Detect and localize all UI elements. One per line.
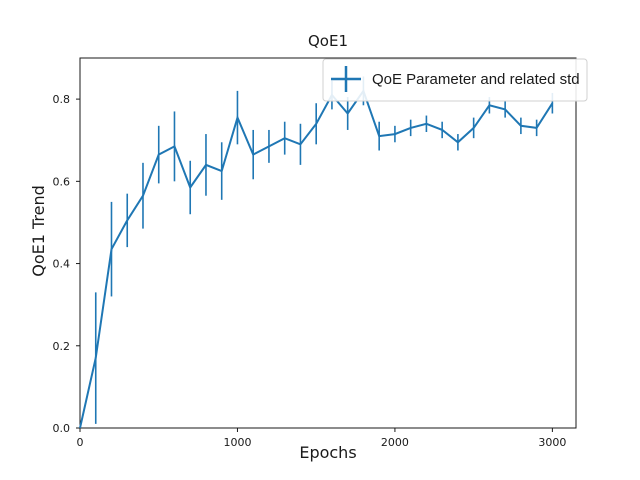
- legend-label: QoE Parameter and related std: [372, 71, 580, 88]
- x-axis-ticks: 0 1000 2000 3000: [77, 428, 566, 449]
- x-tick-label: 2000: [381, 436, 409, 449]
- y-tick-label: 0.6: [53, 175, 71, 188]
- error-bars: [94, 76, 554, 424]
- y-tick-label: 0.4: [53, 258, 71, 271]
- legend-box: [322, 58, 588, 102]
- x-tick-label: 3000: [538, 436, 566, 449]
- legend: QoE Parameter and related std: [322, 58, 588, 102]
- x-tick-label: 0: [77, 436, 84, 449]
- y-axis-ticks: 0.0 0.2 0.4 0.6 0.8: [53, 93, 80, 435]
- y-tick-label: 0.2: [53, 340, 71, 353]
- plot-area: [79, 57, 577, 429]
- y-axis-label: QoE1 Trend: [29, 185, 48, 277]
- y-tick-label: 0.8: [53, 93, 71, 106]
- series-line: [79, 88, 554, 429]
- x-tick-label: 1000: [223, 436, 251, 449]
- y-tick-label: 0.0: [53, 422, 71, 435]
- chart-title: QoE1: [308, 32, 348, 50]
- x-axis-label: Epochs: [299, 443, 356, 462]
